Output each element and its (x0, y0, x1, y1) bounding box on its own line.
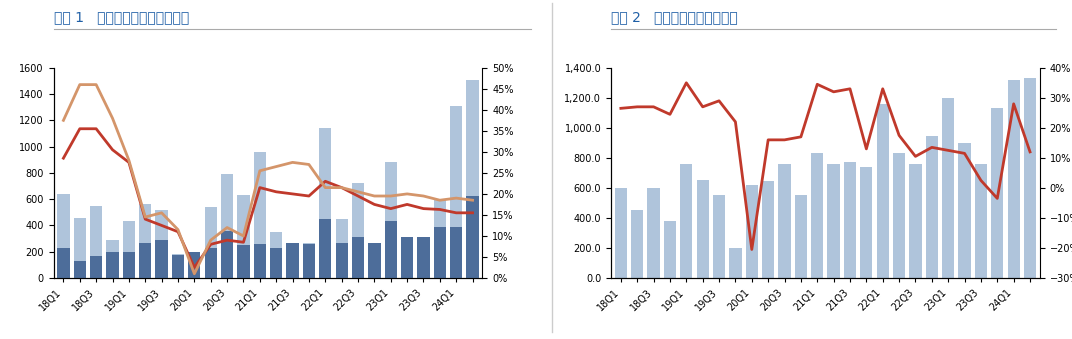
Bar (57, 194, 70, 278)
Bar (860, 167, 873, 278)
Bar (385, 221, 397, 278)
Bar (417, 237, 430, 278)
Bar (352, 237, 364, 278)
Bar (336, 243, 347, 278)
Bar (57, 248, 70, 278)
Bar (286, 243, 299, 278)
Bar (812, 153, 823, 278)
Bar (123, 252, 135, 278)
Bar (401, 237, 413, 278)
Text: 图表 1   白酒板块收入及业绩增速: 图表 1 白酒板块收入及业绩增速 (54, 10, 189, 24)
Bar (369, 243, 381, 278)
Bar (139, 242, 151, 278)
Bar (286, 246, 299, 278)
Bar (155, 240, 167, 278)
Bar (270, 232, 282, 278)
Bar (434, 227, 446, 278)
Bar (254, 244, 266, 278)
Bar (221, 174, 234, 278)
Bar (828, 164, 839, 278)
Bar (139, 204, 151, 278)
Bar (450, 227, 462, 278)
Bar (844, 162, 857, 278)
Bar (877, 104, 889, 278)
Bar (681, 164, 693, 278)
Bar (106, 240, 119, 278)
Bar (401, 237, 413, 278)
Bar (713, 195, 725, 278)
Legend: 回款（亿元）, 回款同比: 回款（亿元）, 回款同比 (756, 337, 895, 339)
Bar (958, 143, 970, 278)
Bar (302, 244, 315, 278)
Bar (90, 206, 102, 278)
Bar (466, 80, 479, 278)
Bar (417, 239, 430, 278)
Bar (155, 210, 167, 278)
Bar (221, 231, 234, 278)
Bar (1024, 78, 1037, 278)
Bar (369, 244, 381, 278)
Bar (237, 195, 250, 278)
Bar (942, 98, 954, 278)
Bar (466, 196, 479, 278)
Bar (729, 248, 742, 278)
Bar (74, 261, 86, 278)
Bar (631, 211, 643, 278)
Bar (205, 207, 217, 278)
Bar (189, 252, 200, 278)
Bar (90, 256, 102, 278)
Bar (926, 136, 938, 278)
Bar (189, 252, 200, 278)
Bar (794, 195, 807, 278)
Bar (893, 153, 905, 278)
Bar (778, 164, 791, 278)
Bar (1008, 80, 1019, 278)
Bar (697, 180, 709, 278)
Bar (123, 221, 135, 278)
Bar (74, 218, 86, 278)
Bar (270, 248, 282, 278)
Bar (385, 162, 397, 278)
Bar (352, 183, 364, 278)
Bar (302, 242, 315, 278)
Bar (319, 128, 331, 278)
Bar (664, 221, 676, 278)
Bar (434, 199, 446, 278)
Bar (254, 152, 266, 278)
Bar (614, 188, 627, 278)
Bar (106, 252, 119, 278)
Bar (450, 106, 462, 278)
Bar (746, 185, 758, 278)
Bar (172, 254, 184, 278)
Bar (336, 219, 347, 278)
Legend: 营业总收入（亿元）, 归母净利润（亿元）, 收入同比, 归母净利润同比: 营业总收入（亿元）, 归母净利润（亿元）, 收入同比, 归母净利润同比 (178, 338, 358, 339)
Bar (172, 255, 184, 278)
Bar (762, 181, 774, 278)
Bar (647, 188, 659, 278)
Bar (319, 219, 331, 278)
Bar (992, 107, 1003, 278)
Bar (909, 164, 922, 278)
Bar (237, 245, 250, 278)
Bar (974, 164, 987, 278)
Bar (205, 248, 217, 278)
Text: 图表 2   白酒板块回款及其增速: 图表 2 白酒板块回款及其增速 (611, 10, 738, 24)
